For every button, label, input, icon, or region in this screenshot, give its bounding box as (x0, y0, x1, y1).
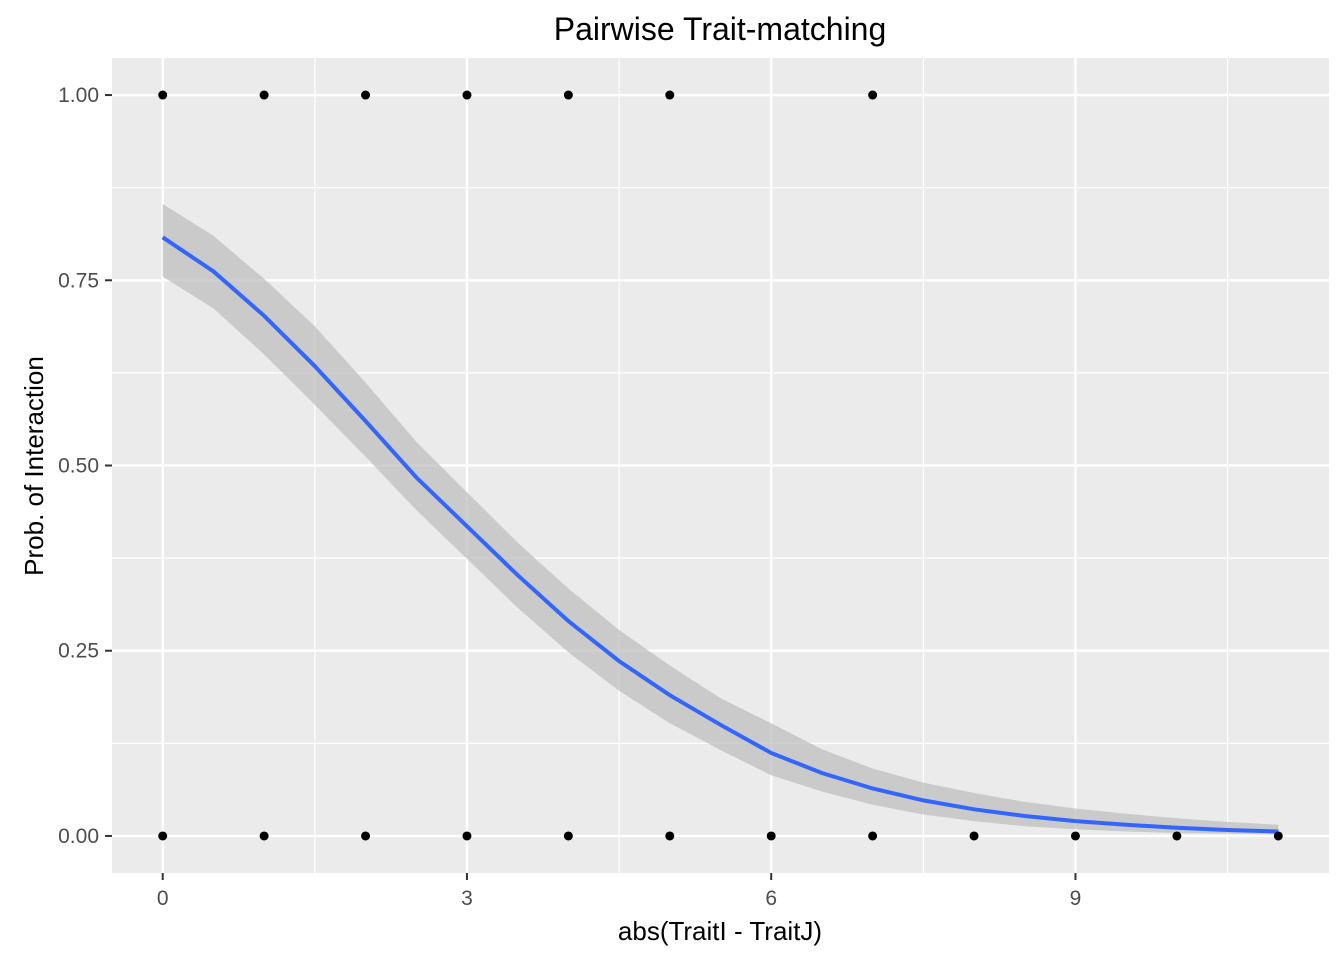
data-point (665, 831, 675, 841)
data-point (259, 90, 269, 100)
y-axis-title: Prob. of Interaction (19, 356, 49, 576)
y-tick-label: 0.50 (58, 455, 99, 478)
data-point (563, 90, 573, 100)
y-tick-label: 0.25 (58, 640, 99, 663)
x-tick-label: 3 (461, 887, 473, 910)
y-tick-label: 0.00 (58, 825, 99, 848)
data-point (665, 90, 675, 100)
fit-line (161, 235, 1279, 834)
confidence-ribbon (162, 204, 1279, 835)
data-point (1172, 831, 1182, 841)
data-point (969, 831, 979, 841)
data-point (766, 831, 776, 841)
x-axis-ticks: 0 3 6 9 (157, 873, 1081, 910)
y-tick-label: 1.00 (58, 84, 99, 107)
data-point (462, 90, 472, 100)
data-point (158, 831, 168, 841)
data-point (259, 831, 269, 841)
y-axis-ticks: 0.00 0.25 0.50 0.75 1.00 (58, 84, 112, 848)
data-point (1070, 831, 1080, 841)
data-point (462, 831, 472, 841)
data-point (868, 90, 878, 100)
chart-title: Pairwise Trait-matching (554, 11, 887, 47)
x-tick-label: 6 (765, 887, 777, 910)
data-point (361, 831, 371, 841)
data-points (158, 90, 1283, 841)
data-point (1273, 831, 1283, 841)
x-tick-label: 0 (157, 887, 169, 910)
data-point (563, 831, 573, 841)
data-point (361, 90, 371, 100)
x-axis-title: abs(TraitI - TraitJ) (618, 916, 822, 946)
y-tick-label: 0.75 (58, 269, 99, 292)
data-point (868, 831, 878, 841)
data-point (158, 90, 168, 100)
x-tick-label: 9 (1070, 887, 1082, 910)
